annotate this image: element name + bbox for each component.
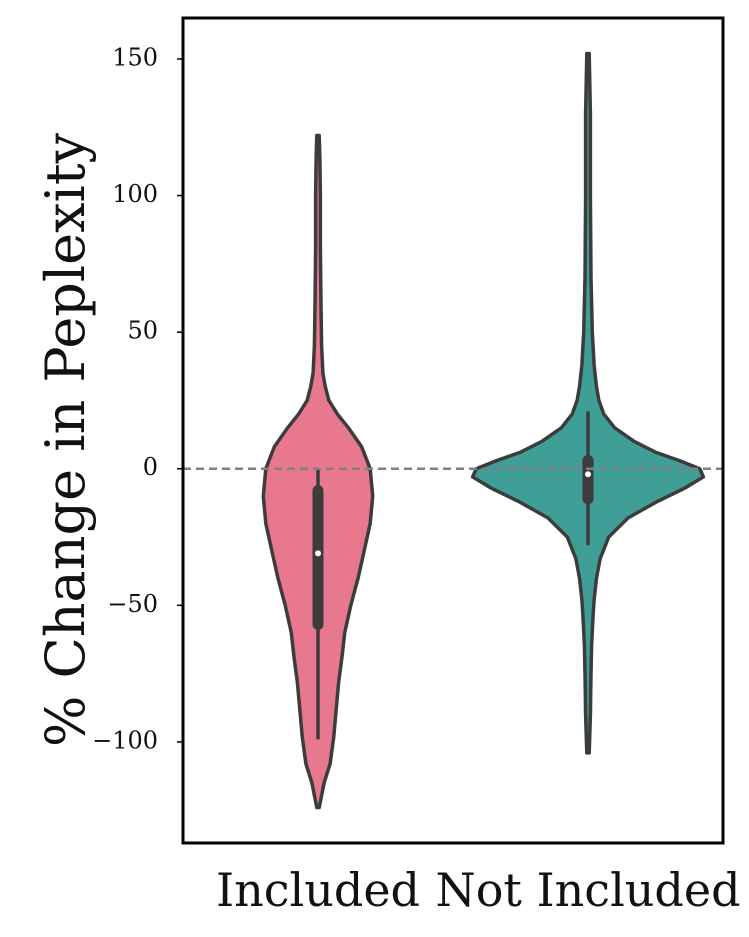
y-tick-label: 0 xyxy=(143,453,158,481)
y-tick-label: 150 xyxy=(112,43,158,71)
y-tick-label: −50 xyxy=(107,590,158,618)
y-axis-title: % Change in Peplexity xyxy=(34,132,97,747)
violin-median-dot-2 xyxy=(585,471,591,478)
y-axis-title-group: % Change in Peplexity xyxy=(34,132,97,747)
violin-body-2 xyxy=(470,51,706,755)
y-tick-label: 50 xyxy=(127,317,158,345)
x-category-label-1: Included xyxy=(216,863,420,917)
x-category-label-2: Not Included xyxy=(435,863,740,917)
violin-median-dot-1 xyxy=(315,550,321,557)
plot-area: 150 100 50 0 −50 −100 Included Not Included xyxy=(92,43,740,917)
plot-frame xyxy=(181,16,725,845)
y-tick-label: −100 xyxy=(92,726,158,754)
y-tick-label: 100 xyxy=(112,180,158,208)
